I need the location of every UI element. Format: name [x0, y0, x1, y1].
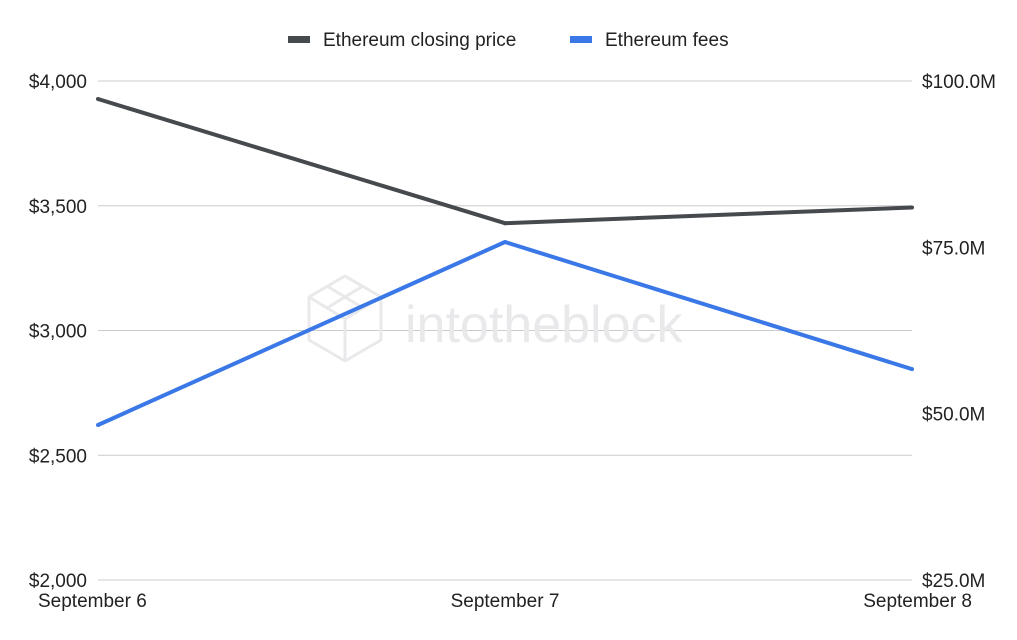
ethereum-fees-point — [910, 367, 914, 372]
ethereum-fees-point — [503, 240, 507, 245]
ethereum-closing-price-legend-swatch — [288, 36, 310, 43]
left-y-tick-label: $2,500 — [29, 446, 87, 467]
x-tick-label: September 6 — [38, 591, 147, 612]
ethereum-closing-price-point — [503, 221, 507, 226]
gridlines — [98, 80, 912, 581]
x-tick-label: September 7 — [451, 591, 560, 612]
x-axis: September 6 September 7 September 8 — [38, 591, 972, 612]
ethereum-closing-price-line — [97, 97, 913, 226]
ethereum-fees-legend-swatch — [570, 36, 592, 43]
left-y-tick-label: $3,500 — [29, 197, 87, 218]
watermark-text: intotheblock — [405, 296, 684, 354]
ethereum-closing-price-legend-label: Ethereum closing price — [323, 30, 516, 51]
right-y-tick-label: $75.0M — [922, 238, 985, 259]
intotheblock-logo-icon — [307, 274, 383, 363]
left-y-axis: $2,000 $2,500 $3,000 $3,500 $4,000 — [29, 72, 87, 592]
ethereum-closing-price-point — [96, 96, 100, 101]
ethereum-fees-legend-label: Ethereum fees — [605, 30, 729, 51]
legend: Ethereum closing price Ethereum fees — [288, 30, 729, 51]
right-y-tick-label: $25.0M — [922, 571, 985, 592]
watermark: intotheblock — [307, 274, 684, 363]
right-y-tick-label: $100.0M — [922, 72, 996, 93]
series-lines — [96, 96, 914, 427]
left-y-tick-label: $2,000 — [29, 571, 87, 592]
right-y-axis: $25.0M $50.0M $75.0M $100.0M — [922, 72, 996, 592]
left-y-tick-label: $4,000 — [29, 72, 87, 93]
left-y-tick-label: $3,000 — [29, 322, 87, 343]
ethereum-fees-point — [96, 422, 100, 427]
x-tick-label: September 8 — [863, 591, 972, 612]
right-y-tick-label: $50.0M — [922, 405, 985, 426]
ethereum-closing-price-point — [910, 205, 914, 210]
